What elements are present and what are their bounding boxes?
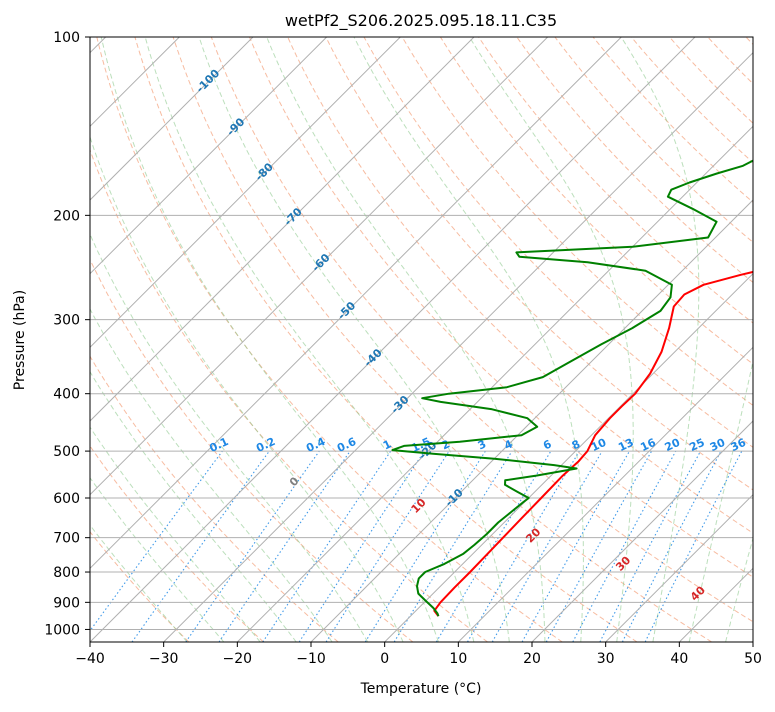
x-tick-label: 20 bbox=[523, 651, 541, 667]
y-tick-label: 600 bbox=[53, 491, 80, 507]
y-tick-label: 300 bbox=[53, 313, 80, 329]
y-tick-label: 800 bbox=[53, 565, 80, 581]
x-axis-label: Temperature (°C) bbox=[360, 681, 482, 697]
y-tick-label: 200 bbox=[53, 208, 80, 224]
x-tick-label: 10 bbox=[449, 651, 467, 667]
x-tick-label: −10 bbox=[296, 651, 326, 667]
x-tick-label: 40 bbox=[670, 651, 688, 667]
y-axis-label: Pressure (hPa) bbox=[12, 290, 28, 390]
y-tick-label: 1000 bbox=[44, 622, 80, 638]
x-tick-label: −40 bbox=[75, 651, 105, 667]
y-tick-label: 400 bbox=[53, 387, 80, 403]
x-tick-label: 30 bbox=[597, 651, 615, 667]
y-tick-label: 100 bbox=[53, 30, 80, 46]
y-tick-label: 900 bbox=[53, 595, 80, 611]
x-tick-label: −30 bbox=[149, 651, 179, 667]
chart-title: wetPf2_S206.2025.095.18.11.C35 bbox=[285, 11, 557, 31]
y-tick-label: 700 bbox=[53, 531, 80, 547]
x-tick-label: 50 bbox=[744, 651, 762, 667]
x-tick-label: −20 bbox=[223, 651, 253, 667]
y-tick-label: 500 bbox=[53, 444, 80, 460]
x-tick-label: 0 bbox=[380, 651, 389, 667]
